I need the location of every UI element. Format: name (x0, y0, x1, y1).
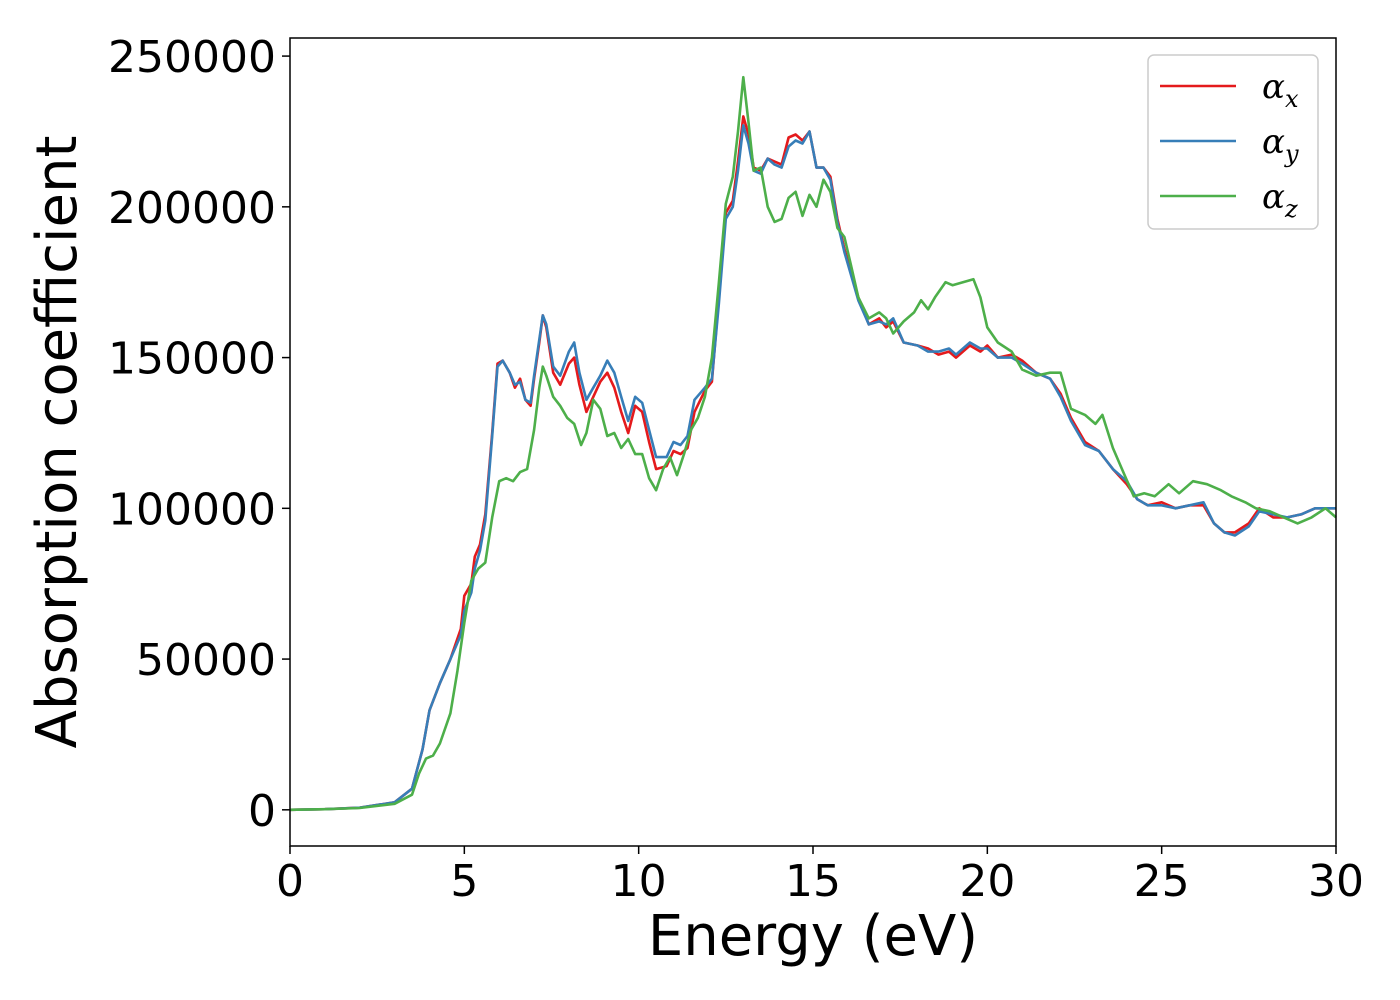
legend-label-z: αz (1262, 177, 1298, 223)
y-axis-title: Absorption coefficient (25, 136, 90, 749)
legend-symbol: α (1262, 67, 1285, 107)
x-tick-label: 15 (785, 856, 841, 907)
series-line-z (289, 75, 1337, 812)
x-tick-label: 5 (450, 856, 478, 907)
y-tick-label: 150000 (108, 334, 276, 385)
x-tick-label: 25 (1134, 856, 1190, 907)
legend-label-y: αy (1262, 122, 1299, 168)
y-axis: 0 50000 100000 150000 200000 250000 (108, 32, 290, 837)
legend-subscript: x (1285, 85, 1299, 113)
legend-symbol: α (1262, 122, 1285, 162)
series-layer (289, 75, 1337, 812)
y-tick-label: 250000 (108, 32, 276, 83)
x-tick-label: 0 (276, 856, 304, 907)
y-tick-label: 50000 (136, 635, 276, 686)
x-axis-title: Energy (eV) (648, 904, 978, 969)
y-tick-label: 200000 (108, 183, 276, 234)
x-tick-label: 30 (1308, 856, 1364, 907)
legend-subscript: z (1284, 195, 1298, 223)
x-axis: 0 5 10 15 20 25 30 (276, 846, 1364, 907)
x-tick-label: 20 (959, 856, 1015, 907)
legend-subscript: y (1284, 140, 1299, 168)
legend-symbol: α (1262, 177, 1285, 217)
x-tick-label: 10 (611, 856, 667, 907)
y-tick-label: 100000 (108, 484, 276, 535)
y-tick-label: 0 (248, 786, 276, 837)
legend-label-x: αx (1262, 67, 1299, 113)
